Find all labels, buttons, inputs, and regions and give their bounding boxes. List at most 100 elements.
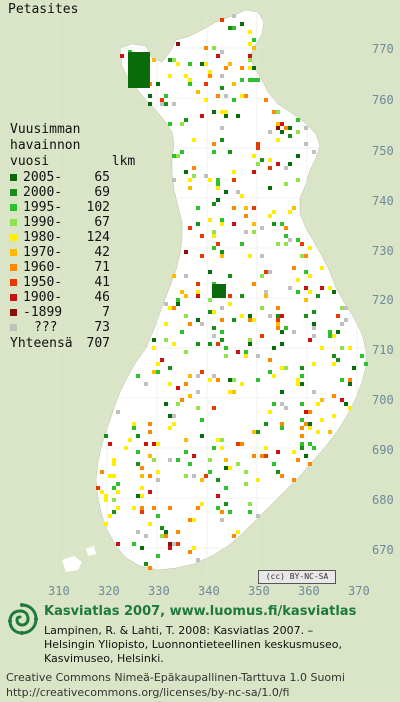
legend-count: 102 xyxy=(86,200,110,215)
occurrence-square xyxy=(332,354,336,358)
occurrence-square xyxy=(220,518,224,522)
y-tick-label: 690 xyxy=(372,443,394,457)
occurrence-square xyxy=(164,102,168,106)
y-tick-label: 670 xyxy=(372,543,394,557)
occurrence-square xyxy=(220,250,224,254)
occurrence-square xyxy=(308,338,312,342)
footer-title-link[interactable]: Kasviatlas 2007, www.luomus.fi/kasviatla… xyxy=(44,604,357,619)
occurrence-square xyxy=(184,250,188,254)
occurrence-square xyxy=(136,374,140,378)
occurrence-square xyxy=(172,154,176,158)
y-tick-label: 760 xyxy=(372,93,394,107)
occurrence-square xyxy=(232,98,236,102)
occurrence-square xyxy=(184,170,188,174)
occurrence-square xyxy=(180,290,184,294)
occurrence-square xyxy=(184,118,188,122)
occurrence-square xyxy=(172,306,176,310)
occurrence-square xyxy=(260,454,264,458)
occurrence-square xyxy=(240,382,244,386)
legend-label: ??? xyxy=(34,320,58,335)
occurrence-square xyxy=(252,170,256,174)
occurrence-square xyxy=(148,430,152,434)
occurrence-square xyxy=(192,518,196,522)
occurrence-square xyxy=(268,130,272,134)
legend-swatch xyxy=(10,324,17,331)
legend-swatch xyxy=(10,249,17,256)
occurrence-square xyxy=(244,214,248,218)
legend-swatch xyxy=(10,264,17,271)
occurrence-square xyxy=(260,226,264,230)
occurrence-square xyxy=(168,366,172,370)
occurrence-square xyxy=(184,382,188,386)
occurrence-square xyxy=(200,502,204,506)
occurrence-square xyxy=(264,422,268,426)
legend-swatch xyxy=(10,279,17,286)
legend-label: 1960- xyxy=(23,260,63,275)
occurrence-square xyxy=(256,162,260,166)
occurrence-square xyxy=(232,178,236,182)
occurrence-square xyxy=(276,306,280,310)
occurrence-square xyxy=(312,326,316,330)
occurrence-square xyxy=(172,414,176,418)
occurrence-square xyxy=(300,242,304,246)
occurrence-square xyxy=(344,402,348,406)
occurrence-square xyxy=(176,458,180,462)
occurrence-square xyxy=(300,434,304,438)
occurrence-square xyxy=(164,322,168,326)
occurrence-square xyxy=(244,230,248,234)
occurrence-square xyxy=(188,226,192,230)
occurrence-square xyxy=(224,502,228,506)
occurrence-square xyxy=(140,474,144,478)
occurrence-square xyxy=(296,290,300,294)
occurrence-square xyxy=(196,90,200,94)
occurrence-square xyxy=(160,358,164,362)
occurrence-square xyxy=(208,310,212,314)
occurrence-square xyxy=(216,242,220,246)
occurrence-square xyxy=(340,346,344,350)
occurrence-square xyxy=(224,486,228,490)
occurrence-square xyxy=(216,494,220,498)
occurrence-square xyxy=(204,46,208,50)
cc-license-badge[interactable]: (cc) BY-NC-SA xyxy=(258,570,336,584)
occurrence-square xyxy=(116,410,120,414)
occurrence-square xyxy=(180,150,184,154)
occurrence-square xyxy=(232,390,236,394)
occurrence-square xyxy=(260,306,264,310)
occurrence-square xyxy=(312,446,316,450)
occurrence-square xyxy=(168,122,172,126)
occurrence-square xyxy=(196,390,200,394)
occurrence-square xyxy=(180,398,184,402)
occurrence-square xyxy=(180,122,184,126)
occurrence-square xyxy=(296,278,300,282)
occurrence-square xyxy=(264,290,268,294)
occurrence-square xyxy=(288,286,292,290)
occurrence-square xyxy=(284,406,288,410)
occurrence-square xyxy=(256,142,260,146)
occurrence-square xyxy=(300,442,304,446)
occurrence-square xyxy=(320,398,324,402)
occurrence-square xyxy=(188,518,192,522)
occurrence-square xyxy=(248,78,252,82)
footer-license-url[interactable]: http://creativecommons.org/licenses/by-n… xyxy=(6,686,290,699)
occurrence-square xyxy=(312,150,316,154)
occurrence-square xyxy=(172,58,176,62)
occurrence-square xyxy=(272,346,276,350)
footer-citation-line: Kasvimuseo, Helsinki. xyxy=(44,652,164,665)
occurrence-square xyxy=(220,218,224,222)
legend-count: 7 xyxy=(102,305,110,320)
occurrence-square xyxy=(176,402,180,406)
occurrence-square xyxy=(168,382,172,386)
legend-label: 1900- xyxy=(23,290,63,305)
occurrence-square xyxy=(228,302,232,306)
occurrence-square xyxy=(320,286,324,290)
occurrence-square xyxy=(208,378,212,382)
occurrence-square xyxy=(276,110,280,114)
occurrence-square xyxy=(284,226,288,230)
occurrence-square xyxy=(204,174,208,178)
occurrence-square xyxy=(196,290,200,294)
occurrence-square xyxy=(312,310,316,314)
occurrence-square xyxy=(200,434,204,438)
occurrence-square xyxy=(248,254,252,258)
legend-swatch xyxy=(10,174,17,181)
occurrence-square xyxy=(228,62,232,66)
